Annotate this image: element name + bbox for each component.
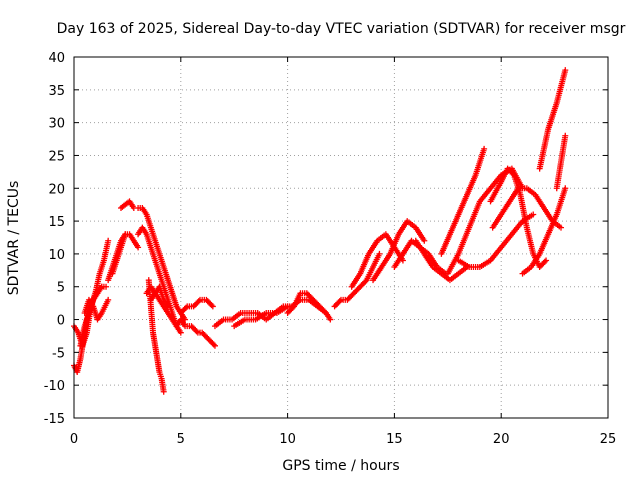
y-tick-label: 30 bbox=[48, 117, 65, 132]
y-tick-label: 10 bbox=[48, 248, 65, 263]
data-point bbox=[421, 237, 428, 244]
data-point bbox=[509, 170, 516, 177]
x-tick-label: 25 bbox=[600, 432, 617, 447]
data-point bbox=[105, 237, 112, 244]
data-point bbox=[543, 257, 550, 264]
series-sat-r bbox=[331, 250, 383, 310]
data-point bbox=[562, 132, 569, 139]
series-sat-e bbox=[105, 231, 142, 284]
y-tick-label: -15 bbox=[44, 412, 65, 427]
y-tick-label: 15 bbox=[48, 215, 65, 230]
y-tick-label: 40 bbox=[48, 51, 65, 66]
series-sat-p bbox=[231, 303, 291, 330]
data-point bbox=[208, 302, 215, 309]
series-sat-t bbox=[370, 218, 428, 284]
series-sat-u bbox=[391, 237, 449, 277]
x-axis: 0 5 10 15 20 25 bbox=[70, 57, 616, 447]
data-point bbox=[327, 316, 334, 323]
data-point bbox=[164, 303, 171, 310]
data-point bbox=[135, 244, 142, 251]
y-axis-label: SDTVAR / TECUs bbox=[6, 181, 22, 296]
data-point bbox=[195, 298, 202, 305]
data-points bbox=[71, 67, 569, 395]
data-point bbox=[541, 258, 548, 265]
plot-frame bbox=[73, 56, 609, 419]
series-sat-l bbox=[147, 283, 171, 310]
data-point bbox=[182, 304, 189, 311]
y-tick-label: 35 bbox=[48, 84, 65, 99]
y-axis: -15 -10 -5 0 5 10 15 20 25 30 35 40 bbox=[44, 51, 608, 427]
x-tick-label: 20 bbox=[493, 432, 510, 447]
data-point bbox=[558, 224, 565, 231]
x-tick-label: 10 bbox=[279, 432, 296, 447]
series-sat-n bbox=[177, 296, 216, 316]
data-point bbox=[160, 388, 167, 395]
data-point bbox=[193, 328, 200, 335]
data-point bbox=[103, 283, 110, 290]
series-sat-y bbox=[455, 211, 537, 271]
series-sat-c bbox=[77, 283, 110, 349]
data-point bbox=[562, 185, 569, 192]
data-point bbox=[284, 303, 291, 310]
data-point bbox=[289, 304, 296, 311]
series-sat-f bbox=[109, 231, 129, 277]
series-sat-v bbox=[412, 237, 471, 284]
y-tick-label: -10 bbox=[44, 379, 65, 394]
x-tick-label: 5 bbox=[177, 432, 185, 447]
y-tick-label: 0 bbox=[57, 314, 65, 329]
series-sat-d bbox=[81, 296, 112, 323]
data-point bbox=[530, 211, 537, 218]
data-point bbox=[210, 341, 217, 348]
y-tick-label: -5 bbox=[52, 346, 65, 361]
x-tick-label: 0 bbox=[70, 432, 78, 447]
data-point bbox=[481, 145, 488, 152]
data-point bbox=[211, 342, 218, 349]
data-point bbox=[376, 250, 383, 257]
x-axis-label: GPS time / hours bbox=[282, 458, 399, 474]
x-tick-label: 15 bbox=[386, 432, 403, 447]
data-point bbox=[122, 231, 129, 238]
y-tick-label: 20 bbox=[48, 182, 65, 197]
series-sat-h bbox=[135, 204, 189, 323]
series-sat-w bbox=[438, 145, 488, 257]
data-point bbox=[209, 303, 216, 310]
series-sat-ac bbox=[536, 67, 569, 172]
y-tick-label: 5 bbox=[57, 281, 65, 296]
series-sat-ad bbox=[553, 132, 569, 192]
chart-title: Day 163 of 2025, Sidereal Day-to-day VTE… bbox=[57, 21, 626, 37]
data-point bbox=[336, 298, 343, 305]
series-sat-q bbox=[284, 290, 334, 323]
data-point bbox=[177, 329, 184, 336]
data-point bbox=[105, 296, 112, 303]
data-point bbox=[562, 67, 569, 74]
y-tick-label: 25 bbox=[48, 149, 65, 164]
data-point bbox=[362, 278, 369, 285]
series-sat-ab bbox=[519, 185, 569, 277]
series-sat-m bbox=[173, 316, 218, 349]
series-sat-g bbox=[117, 198, 137, 211]
